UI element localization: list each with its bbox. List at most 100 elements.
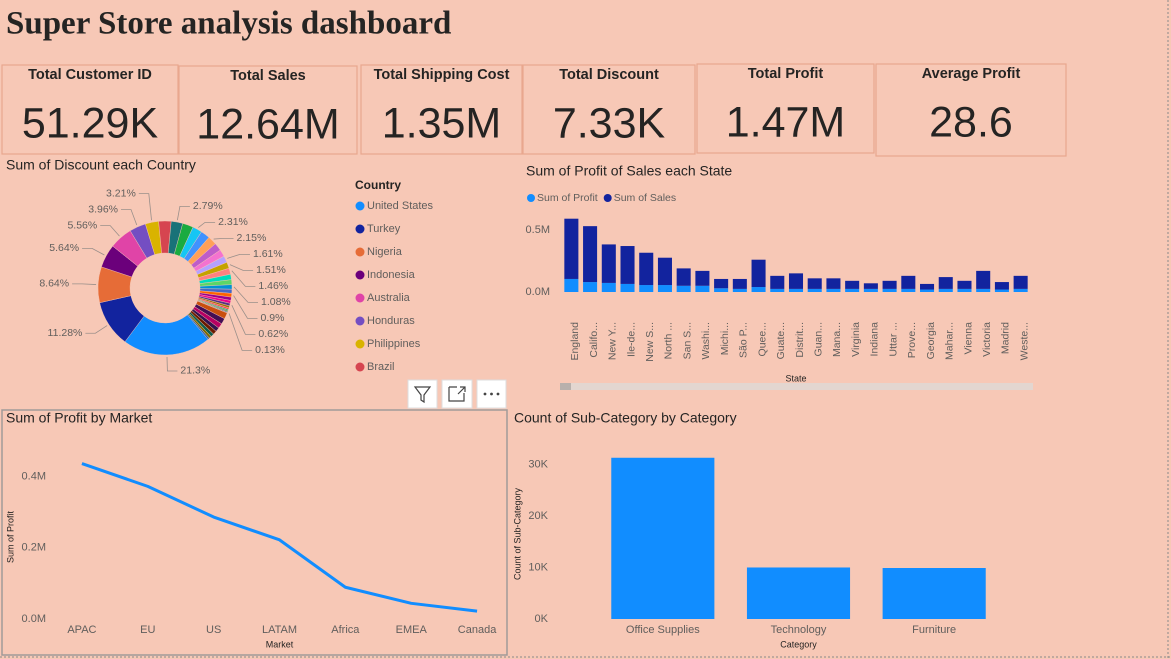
line <box>81 462 478 613</box>
data-label: 1.51% <box>256 264 286 276</box>
scrollbar-thumb[interactable] <box>560 383 571 390</box>
bar-segment <box>676 285 691 292</box>
bar-segment <box>901 288 916 292</box>
card-value: 51.29K <box>22 99 159 147</box>
bar-segment <box>639 252 654 286</box>
leader-line <box>231 270 256 287</box>
leader-line <box>72 283 97 285</box>
chart-title: Count of Sub-Category by Category <box>514 410 737 426</box>
kpi-card: Total Shipping Cost 1.35M <box>360 64 523 155</box>
leader-line <box>100 225 120 237</box>
x-tick-label: San S... <box>681 322 693 359</box>
bar-segment <box>601 244 616 283</box>
bar-segment <box>938 288 953 292</box>
focus-icon <box>448 386 466 402</box>
card-label: Total Sales <box>230 68 305 84</box>
x-tick-label: US <box>206 624 221 636</box>
bar-segment <box>938 277 953 289</box>
dot <box>496 392 500 396</box>
bar-segment <box>770 275 785 289</box>
data-label: 0.62% <box>258 328 288 340</box>
x-tick-label: São P... <box>738 322 750 358</box>
leader-line <box>198 221 216 228</box>
bar-segment <box>564 278 579 292</box>
bar-segment <box>788 273 804 289</box>
bar-segment <box>957 288 972 292</box>
bar-segment <box>620 283 635 292</box>
bar-segment <box>695 270 710 286</box>
card-box <box>522 64 696 155</box>
focus-button[interactable] <box>441 379 473 409</box>
bar-segment <box>714 288 729 292</box>
donut-slice <box>187 313 210 340</box>
bar-segment <box>1013 288 1028 292</box>
x-tick-label: Indiana <box>869 322 881 357</box>
legend-swatch <box>603 194 612 202</box>
legend-label: Turkey <box>367 223 401 235</box>
card-label: Average Profit <box>922 66 1021 82</box>
bar-segment <box>788 288 804 292</box>
scrollbar-track[interactable] <box>560 383 1033 390</box>
bar-segment <box>807 288 822 292</box>
kpi-card: Total Discount 7.33K <box>522 64 696 155</box>
card-value: 1.47M <box>726 98 846 146</box>
card-value: 1.35M <box>382 99 502 147</box>
dot <box>490 392 493 396</box>
x-tick-label: Distrit... <box>794 322 806 358</box>
visual-toolbar <box>407 379 507 409</box>
bar-segment <box>751 259 766 288</box>
card-label: Total Shipping Cost <box>374 67 510 83</box>
legend-title: Country <box>355 178 401 192</box>
bar-segment <box>863 288 878 292</box>
x-tick-label: Washi... <box>700 322 712 360</box>
filter-icon <box>413 386 432 404</box>
x-tick-label: Victoria <box>981 322 993 357</box>
data-label: 3.21% <box>106 187 136 199</box>
x-tick-label: Prove... <box>906 322 918 358</box>
x-tick-label: Canada <box>458 624 497 636</box>
chart-title: Sum of Profit of Sales each State <box>526 163 732 179</box>
x-tick-label: Mana... <box>831 322 843 357</box>
leader-line <box>82 247 105 256</box>
chart-title: Sum of Discount each Country <box>6 157 196 173</box>
x-tick-label: Guate... <box>775 322 787 359</box>
legend-label: Honduras <box>367 315 415 327</box>
x-tick-label: APAC <box>67 624 96 636</box>
bar-segment <box>676 268 691 286</box>
legend-swatch <box>355 316 365 326</box>
bar-segment <box>976 270 991 289</box>
y-tick-label: 0.0M <box>22 613 46 625</box>
data-label: 8.64% <box>39 278 69 290</box>
bar-segment <box>976 288 991 292</box>
bar <box>882 568 986 619</box>
data-label: 2.15% <box>237 232 267 244</box>
leader-line <box>176 205 190 221</box>
bar-segment <box>657 285 672 292</box>
data-label: 5.56% <box>67 219 97 231</box>
leader-line <box>213 237 234 240</box>
selected-visual-border <box>1 409 508 656</box>
x-tick-label: EU <box>140 624 155 636</box>
x-tick-label: North ... <box>663 322 675 359</box>
leader-line <box>231 304 256 335</box>
y-tick-label: 20K <box>528 510 548 522</box>
bar-segment <box>920 289 935 292</box>
data-label: 3.96% <box>88 203 118 215</box>
bar-segment <box>583 226 598 283</box>
x-tick-label: Weste... <box>1018 322 1030 360</box>
x-tick-label: Madrid <box>1000 322 1012 354</box>
leader-line <box>233 295 258 319</box>
filter-button[interactable] <box>407 379 438 409</box>
legend-label: Philippines <box>367 338 421 350</box>
x-tick-label: Michi... <box>719 322 731 355</box>
data-label: 1.61% <box>253 248 283 260</box>
chart: Sum of Discount each Country 2.79% 2.31% 2.… <box>6 157 434 377</box>
y-tick-label: 0K <box>535 613 549 625</box>
x-axis-title: State <box>785 373 806 383</box>
y-tick-label: 0.4M <box>22 470 46 482</box>
legend-label: Australia <box>367 292 411 304</box>
bar-segment <box>826 288 841 292</box>
x-tick-label: England <box>569 322 581 361</box>
x-tick-label: Ile-de... <box>625 322 637 357</box>
legend-swatch <box>355 201 365 211</box>
